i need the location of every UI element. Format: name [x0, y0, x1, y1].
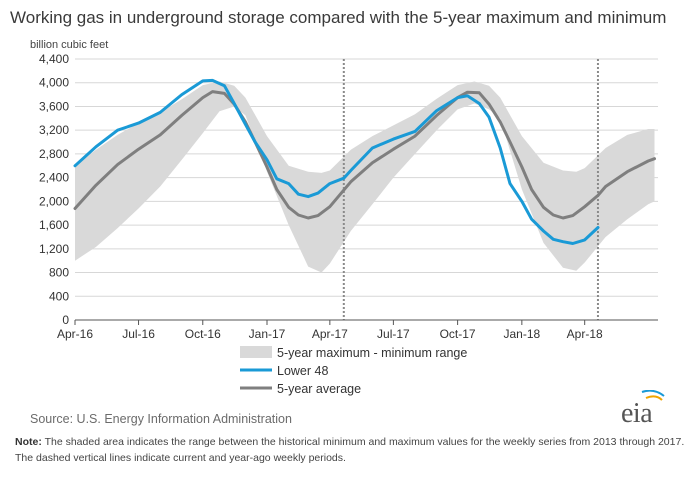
y-tick-label: 2,000 [39, 194, 69, 208]
dashed-line-layer [342, 59, 599, 320]
y-tick-label: 1,200 [39, 242, 69, 256]
x-tick-label: Apr-17 [312, 327, 348, 341]
x-tick-label: Apr-18 [567, 327, 603, 341]
y-tick-label: 2,400 [39, 171, 69, 185]
y-tick-label: 800 [49, 266, 69, 280]
x-tick-label: Jul-17 [377, 327, 410, 341]
y-tick-label: 3,200 [39, 123, 69, 137]
eia-logo-icon [641, 390, 665, 401]
note-body: The shaded area indicates the range betw… [15, 436, 685, 464]
y-tick-label: 4,000 [39, 76, 69, 90]
y-tick-label: 0 [62, 313, 69, 327]
eia-logo-text: eia [621, 398, 653, 429]
legend-entry: 5-year average [277, 382, 361, 396]
note-text: Note: The shaded area indicates the rang… [15, 434, 685, 466]
y-tick-label: 3,600 [39, 99, 69, 113]
y-tick-label: 4,400 [39, 52, 69, 66]
y-axis-label: billion cubic feet [30, 39, 108, 51]
lower48-line [73, 78, 600, 245]
x-tick-label: Jan-17 [249, 327, 286, 341]
chart-svg: 0 400 800 1,200 1,600 2,000 2,400 2,800 3,200 3,6… [30, 39, 658, 396]
legend-entry: 5-year maximum - minimum range [277, 346, 467, 360]
x-tick-label: Oct-16 [185, 327, 221, 341]
legend: 5-year maximum - minimum range Lower 48 5-… [240, 346, 467, 396]
x-tick-label: Jul-16 [122, 327, 155, 341]
x-tick-label: Apr-16 [57, 327, 93, 341]
series-line-layer [73, 78, 656, 245]
range-band [75, 81, 655, 273]
y-tick-label: 400 [49, 289, 69, 303]
legend-swatch-range [240, 346, 272, 358]
source-text: Source: U.S. Energy Information Administ… [30, 412, 292, 426]
x-tick-label: Oct-17 [440, 327, 476, 341]
axis-layer: 0 400 800 1,200 1,600 2,000 2,400 2,800 3,200 3,6… [39, 52, 658, 341]
note-label: Note: [15, 436, 42, 448]
y-tick-label: 1,600 [39, 218, 69, 232]
chart-title: Working gas in underground storage compa… [10, 8, 667, 27]
legend-entry: Lower 48 [277, 364, 328, 378]
y-tick-label: 2,800 [39, 147, 69, 161]
x-tick-label: Jan-18 [503, 327, 540, 341]
average-line [73, 90, 656, 220]
band-layer [75, 81, 655, 273]
